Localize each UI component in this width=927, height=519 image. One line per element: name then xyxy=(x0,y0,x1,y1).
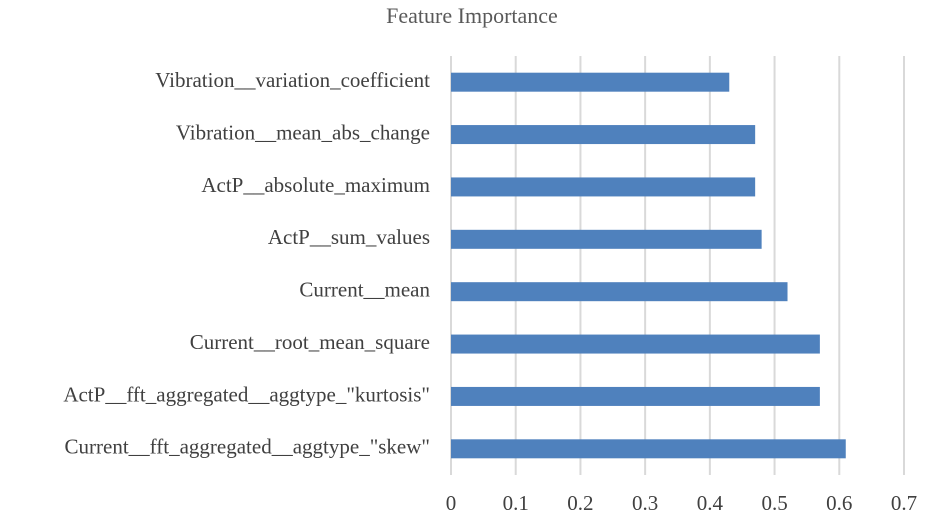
bar xyxy=(451,439,846,459)
y-tick-label: ActP__sum_values xyxy=(268,225,430,249)
x-tick-label: 0.4 xyxy=(697,491,724,515)
x-tick-label: 0.1 xyxy=(503,491,529,515)
x-tick-label: 0.5 xyxy=(761,491,787,515)
x-tick-label: 0.7 xyxy=(891,491,917,515)
bar xyxy=(451,177,756,197)
bar xyxy=(451,282,788,302)
bar xyxy=(451,386,820,406)
y-tick-label: Vibration__mean_abs_change xyxy=(176,120,430,144)
y-tick-label: Current__mean xyxy=(299,278,430,302)
chart-title: Feature Importance xyxy=(386,3,558,28)
x-tick-label: 0.3 xyxy=(632,491,658,515)
y-tick-label: ActP__absolute_maximum xyxy=(201,173,430,197)
y-tick-label: Vibration__variation_coefficient xyxy=(155,68,430,92)
x-tick-label: 0.2 xyxy=(567,491,593,515)
bar xyxy=(451,334,820,354)
bar xyxy=(451,72,730,92)
y-tick-label: ActP__fft_aggregated__aggtype_"kurtosis" xyxy=(63,382,430,406)
bar xyxy=(451,125,756,145)
y-tick-label: Current__root_mean_square xyxy=(190,330,430,354)
x-tick-label: 0.6 xyxy=(826,491,852,515)
y-tick-label: Current__fft_aggregated__aggtype_"skew" xyxy=(65,435,430,459)
x-tick-label: 0 xyxy=(446,491,457,515)
bar xyxy=(451,229,762,249)
